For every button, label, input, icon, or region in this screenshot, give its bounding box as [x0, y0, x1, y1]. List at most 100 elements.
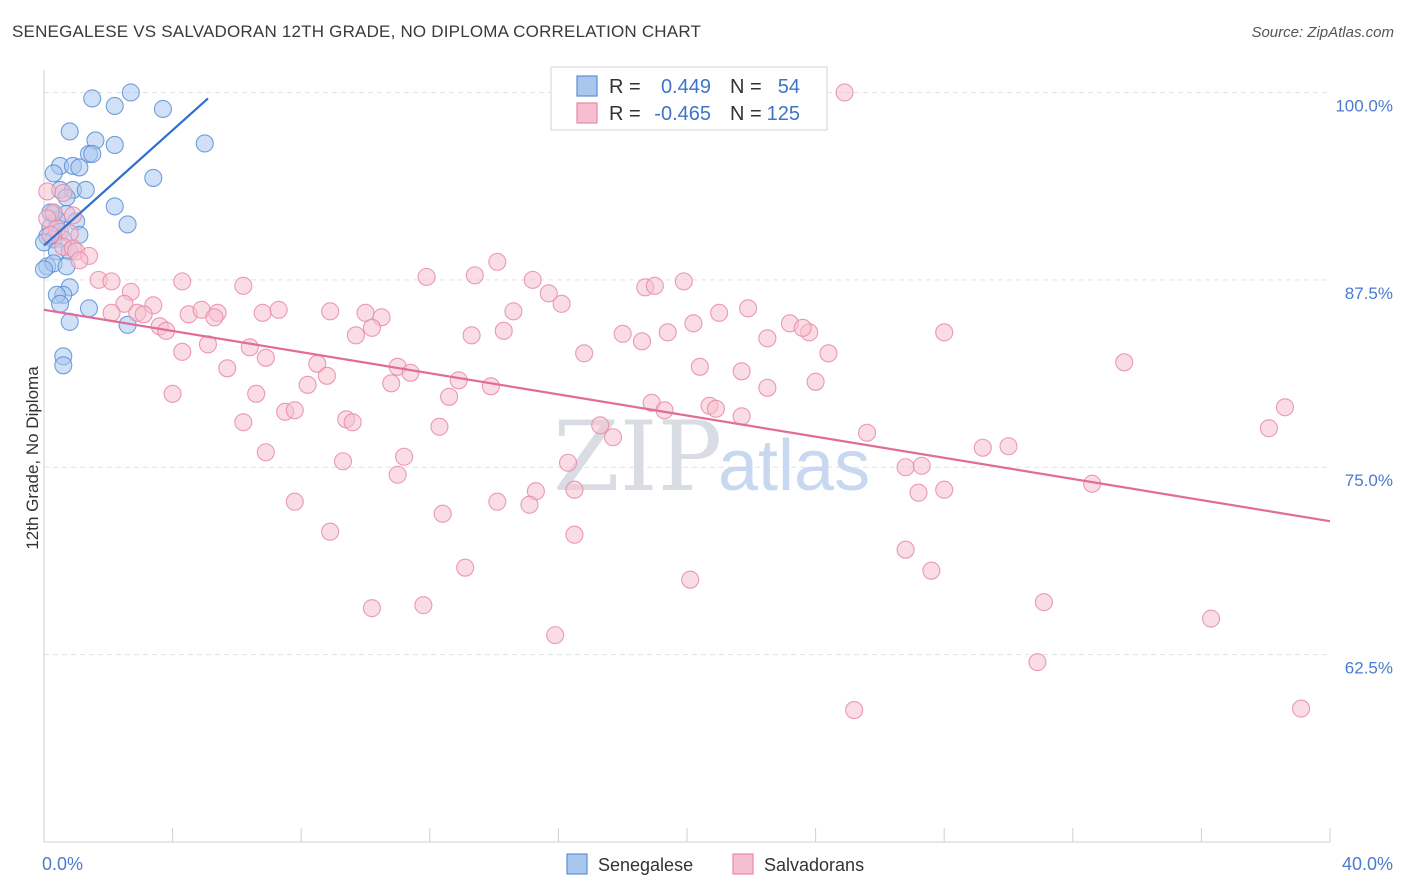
salvadoran-point: [857, 423, 877, 442]
salvadoran-point: [63, 206, 82, 225]
salvadoran-point: [414, 596, 433, 615]
senegalese-point: [195, 134, 214, 153]
salvadoran-point: [38, 182, 57, 201]
salvadoran-point: [690, 357, 709, 376]
salvadoran-point: [1115, 353, 1134, 372]
salvadoran-point: [462, 326, 481, 345]
salvadoran-point: [343, 413, 362, 432]
salvadoran-point: [298, 375, 317, 394]
salvadoran-point: [173, 342, 192, 361]
legend-r-label-senegalese: R =: [609, 76, 641, 98]
salvadoran-point: [565, 525, 584, 544]
salvadoran-point: [456, 558, 475, 577]
salvadoran-points: [38, 83, 1311, 720]
salvadoran-point: [706, 399, 725, 418]
salvadoran-point: [173, 272, 192, 291]
senegalese-point: [153, 99, 173, 119]
salvadoran-point: [504, 302, 523, 321]
legend-n-value-salvadoran: 125: [767, 103, 800, 125]
salvadoran-point: [401, 363, 420, 382]
legend-swatch-senegalese: [576, 75, 598, 97]
senegalese-point: [44, 164, 63, 183]
salvadoran-point: [134, 305, 153, 324]
senegalese-trend-line: [43, 97, 209, 247]
senegalese-point: [60, 122, 79, 141]
salvadoran-point: [321, 302, 340, 321]
salvadoran-point: [240, 338, 259, 357]
watermark: ZIP atlas: [553, 401, 870, 513]
salvadoran-point: [922, 561, 941, 580]
salvadoran-point: [488, 492, 507, 511]
salvadoran-trend-line: [43, 308, 1331, 523]
senegalese-point: [76, 180, 95, 199]
y-tick-label: 100.0%: [1335, 96, 1393, 115]
legend-r-label-salvadoran: R =: [609, 103, 641, 125]
senegalese-point: [121, 83, 140, 102]
senegalese-point: [83, 144, 102, 163]
salvadoran-point: [1292, 699, 1311, 718]
salvadoran-point: [710, 303, 729, 322]
x-tick-label-max: 40.0%: [1342, 854, 1393, 874]
y-tick-label: 62.5%: [1345, 659, 1393, 678]
salvadoran-point: [417, 267, 436, 286]
salvadoran-point: [1259, 419, 1278, 438]
senegalese-point: [105, 96, 124, 116]
trend-lines: [43, 97, 1331, 523]
legend-n-value-senegalese: 54: [778, 76, 800, 98]
senegalese-point: [144, 168, 163, 187]
watermark-atlas: atlas: [718, 426, 870, 506]
salvadoran-point: [102, 272, 121, 291]
x-tick-label-min: 0.0%: [42, 854, 83, 874]
salvadoran-point: [935, 323, 954, 342]
salvadoran-point: [520, 495, 539, 514]
salvadoran-point: [356, 303, 375, 322]
salvadoran-point: [54, 183, 73, 202]
salvadoran-point: [845, 701, 864, 720]
legend-r-value-salvadoran: -0.465: [654, 103, 711, 125]
salvadoran-point: [285, 401, 304, 420]
salvadoran-point: [658, 323, 677, 342]
y-tick-label: 75.0%: [1345, 471, 1393, 490]
salvadoran-point: [1034, 593, 1053, 612]
salvadoran-point: [440, 387, 459, 406]
salvadoran-point: [806, 372, 825, 391]
salvadoran-point: [973, 438, 992, 457]
correlation-legend: R = 0.449 N = 54 R = -0.465 N = 125: [550, 66, 828, 131]
salvadoran-point: [591, 416, 610, 435]
salvadoran-point: [253, 303, 272, 322]
legend-swatch-salvadoran: [576, 102, 598, 124]
salvadoran-point: [395, 447, 414, 466]
salvadoran-point: [102, 303, 121, 322]
salvadoran-point: [333, 452, 353, 471]
salvadoran-point: [674, 272, 693, 291]
salvadoran-point: [1201, 609, 1221, 628]
salvadoran-point: [819, 344, 838, 363]
salvadoran-point: [163, 384, 182, 403]
y-tick-label: 87.5%: [1345, 284, 1393, 303]
senegalese-point: [118, 215, 137, 234]
salvadoran-point: [433, 504, 452, 523]
salvadoran-point: [218, 359, 237, 378]
salvadoran-point: [739, 299, 758, 318]
senegalese-point: [54, 356, 73, 375]
senegalese-point: [34, 260, 54, 279]
senegalese-point: [83, 89, 102, 108]
salvadoran-point: [909, 483, 928, 502]
y-axis-title: 12th Grade, No Diploma: [23, 366, 42, 550]
salvadoran-point: [256, 443, 275, 462]
salvadoran-point: [793, 318, 812, 337]
salvadoran-point: [285, 492, 304, 511]
salvadoran-point: [575, 344, 594, 363]
salvadoran-point: [558, 453, 578, 472]
salvadoran-point: [732, 362, 751, 381]
legend-n-label-senegalese: N =: [730, 76, 762, 98]
salvadoran-point: [684, 314, 703, 333]
bottom-legend-senegalese: Senegalese: [598, 855, 693, 875]
salvadoran-point: [115, 294, 134, 313]
salvadoran-point: [565, 480, 584, 499]
bottom-legend-salvadoran: Salvadorans: [764, 855, 864, 875]
salvadoran-point: [430, 417, 449, 436]
senegalese-point: [105, 197, 124, 216]
salvadoran-point: [465, 266, 484, 285]
